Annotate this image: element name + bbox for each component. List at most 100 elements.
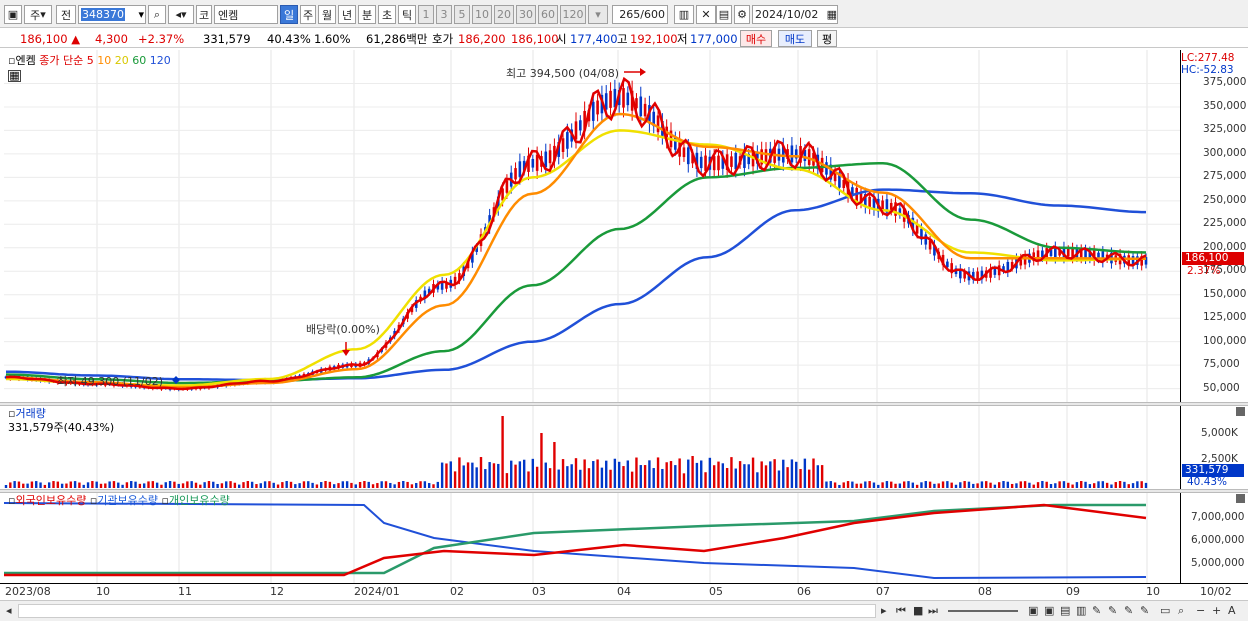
crosshair-icon[interactable]: ✕ <box>696 5 716 24</box>
volume-bar <box>1049 484 1053 488</box>
interval-1[interactable]: 1 <box>418 5 434 24</box>
zoom-slider[interactable] <box>948 610 1018 612</box>
panel-close-icon[interactable] <box>1236 407 1245 416</box>
stock-name-field[interactable]: 엔켐 <box>214 5 278 24</box>
volume-bar <box>1041 481 1044 488</box>
sell-button[interactable]: 매도 <box>778 30 812 47</box>
price-panel[interactable] <box>4 50 1180 402</box>
volume-bar <box>1010 483 1014 488</box>
volume-chart[interactable] <box>4 406 1180 490</box>
scroll-left-icon[interactable]: ◂ <box>6 604 12 617</box>
volume-bar <box>1075 482 1079 488</box>
volume-bar <box>389 482 392 488</box>
zoom-in-icon[interactable]: + <box>1212 604 1222 617</box>
interval-60[interactable]: 60 <box>538 5 558 24</box>
price-chart[interactable] <box>4 50 1180 402</box>
panel-separator[interactable] <box>0 402 1248 406</box>
prev-button[interactable]: 전 <box>56 5 76 24</box>
font-size-icon[interactable]: A <box>1228 604 1236 617</box>
grid-icon[interactable]: ▦ <box>8 69 21 82</box>
interval-120[interactable]: 120 <box>560 5 586 24</box>
tab-day[interactable]: 일 <box>280 5 298 24</box>
hold-tick-7m: 7,000,000 <box>1191 511 1245 523</box>
rewind-icon[interactable]: ⏮ <box>896 604 906 617</box>
draw-icon-1[interactable]: ✎ <box>1092 604 1102 617</box>
candle-body <box>1144 257 1148 265</box>
scroll-right-icon[interactable]: ▸ <box>881 604 887 617</box>
layout-icon-2[interactable]: ▣ <box>1044 604 1055 617</box>
interval-dropdown[interactable]: ▾ <box>588 5 608 24</box>
draw-icon-4[interactable]: ✎ <box>1140 604 1150 617</box>
candle-body <box>561 138 565 152</box>
volume-bar <box>1080 481 1083 488</box>
candle-body <box>579 120 582 131</box>
volume-bar <box>108 481 111 488</box>
draw-icon-2[interactable]: ✎ <box>1108 604 1118 617</box>
layout-icon-3[interactable]: ▤ <box>1060 604 1071 617</box>
price-axis: LC:277.48 HC:-52.83 375,000 350,000 325,00… <box>1180 50 1248 402</box>
holdings-chart[interactable] <box>3 493 1180 583</box>
count-input[interactable]: 265/600 <box>612 5 668 24</box>
volume-bar <box>669 461 673 488</box>
scroll-track[interactable] <box>18 604 876 618</box>
volume-bar <box>915 484 919 488</box>
layout-icon-1[interactable]: ▣ <box>1028 604 1039 617</box>
interval-3[interactable]: 3 <box>436 5 452 24</box>
volume-bar <box>354 484 357 488</box>
holdings-panel[interactable] <box>3 493 1180 583</box>
zoom-out-icon[interactable]: − <box>1196 604 1206 617</box>
tab-year[interactable]: 년 <box>338 5 356 24</box>
layout-icon-4[interactable]: ▥ <box>1076 604 1087 617</box>
stock-code-input[interactable]: 348370 ▾ <box>78 5 146 24</box>
tab-month[interactable]: 월 <box>318 5 336 24</box>
candle-body <box>501 188 504 201</box>
window-icon[interactable]: ▣ <box>4 5 22 24</box>
buy-button[interactable]: 매수 <box>740 30 772 47</box>
settings-icon[interactable]: ⚙ <box>734 5 750 24</box>
volume-bar <box>99 483 103 488</box>
volume-bar <box>65 483 68 488</box>
tab-second[interactable]: 초 <box>378 5 396 24</box>
volume-bar <box>652 468 655 488</box>
interval-10[interactable]: 10 <box>472 5 492 24</box>
x-tick-label: 09 <box>1066 585 1080 598</box>
volume-value: 331,579 <box>203 31 251 46</box>
date-input[interactable]: 2024/10/02 ▦ <box>752 5 838 24</box>
panel-stock-name: 엔켐 <box>15 54 36 67</box>
interval-30[interactable]: 30 <box>516 5 536 24</box>
period-select[interactable]: 주 ▾ <box>24 5 52 24</box>
price-tick: 50,000 <box>1203 381 1240 394</box>
speaker-icon[interactable]: ◂▾ <box>168 5 194 24</box>
stop-icon[interactable]: ■ <box>913 604 924 617</box>
candle-icon[interactable]: ▥ <box>674 5 694 24</box>
interval-20[interactable]: 20 <box>494 5 514 24</box>
search-icon[interactable]: ⌕ <box>148 5 166 24</box>
panel-separator-2[interactable] <box>0 489 1248 493</box>
eval-button[interactable]: 평 <box>817 30 837 47</box>
tab-week[interactable]: 주 <box>300 5 316 24</box>
tab-tick[interactable]: 틱 <box>398 5 416 24</box>
panel-close-icon-2[interactable] <box>1236 494 1245 503</box>
interval-5[interactable]: 5 <box>454 5 470 24</box>
candle-body <box>959 268 962 279</box>
volume-bar <box>311 482 314 488</box>
volume-bar <box>73 481 77 488</box>
institution-legend: 기관보유수량 <box>97 494 159 507</box>
dividend-arrow-head <box>342 350 350 356</box>
tab-minute[interactable]: 분 <box>358 5 376 24</box>
zoom-icon[interactable]: ⌕ <box>1178 604 1185 617</box>
volume-bar <box>967 481 971 488</box>
x-tick-label: 10/02 <box>1200 585 1232 598</box>
save-icon[interactable]: ▤ <box>716 5 732 24</box>
candle-body <box>946 261 949 268</box>
fit-icon[interactable]: ▭ <box>1160 604 1171 617</box>
forward-icon[interactable]: ⏭ <box>928 604 938 617</box>
volume-panel[interactable] <box>4 406 1180 490</box>
volume-bar <box>518 461 522 488</box>
volume-bar <box>959 482 962 488</box>
scroll-bar[interactable]: ◂ ▸ ⏮ ■ ⏭ ▣ ▣ ▤ ▥ ✎ ✎ ✎ ✎ ▭ ⌕ − + A <box>0 600 1248 621</box>
candle-body <box>1049 249 1053 257</box>
draw-icon-3[interactable]: ✎ <box>1124 604 1134 617</box>
ma5-legend: 5 <box>86 54 94 67</box>
volume-bar <box>885 481 889 488</box>
